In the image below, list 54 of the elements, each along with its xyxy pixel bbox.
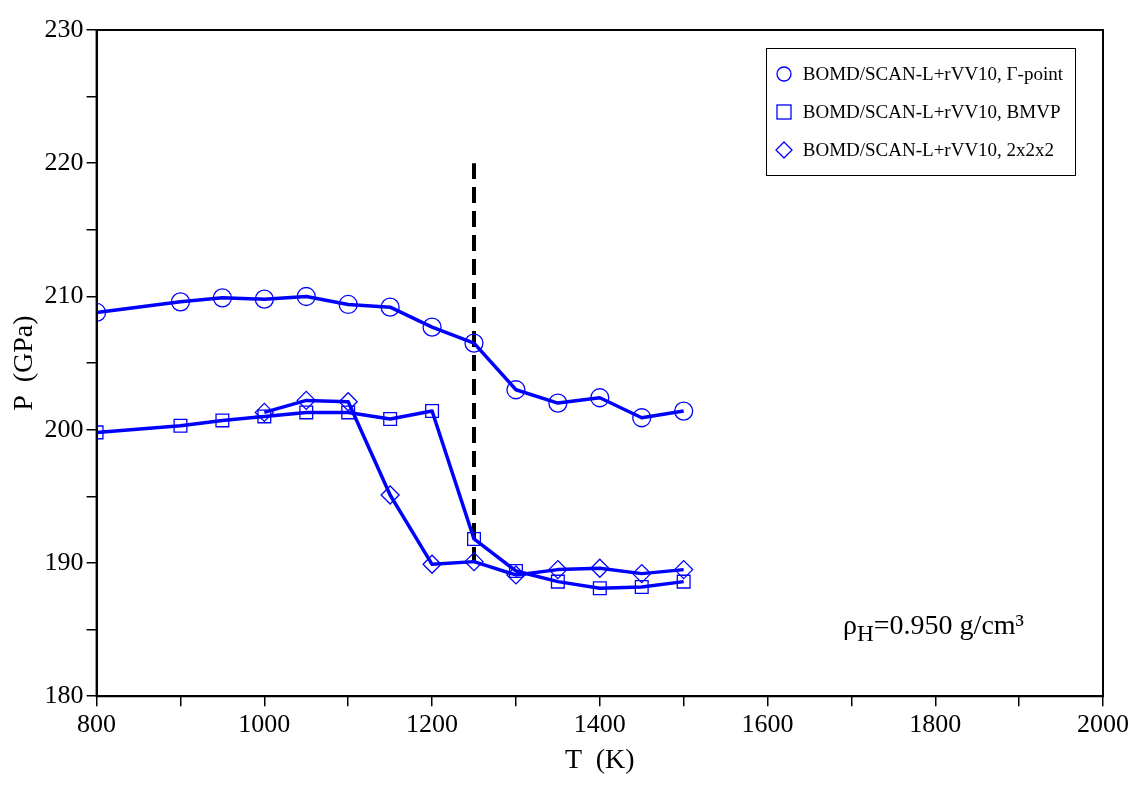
y-tick-label: 190 <box>44 546 84 576</box>
legend-label: BOMD/SCAN-L+rVV10, Γ-point <box>802 62 1063 86</box>
point <box>632 408 652 428</box>
point <box>590 388 610 408</box>
point <box>170 292 191 312</box>
point <box>466 531 482 546</box>
point <box>464 551 484 572</box>
point <box>422 317 442 337</box>
point <box>296 286 316 307</box>
x-tick-label: 1400 <box>573 708 626 738</box>
x-tick-label: 1000 <box>238 708 291 738</box>
point <box>464 333 484 353</box>
point <box>299 405 314 420</box>
point <box>254 289 274 309</box>
annotation: ρ$_{H}$=0.950 g/cm³ <box>842 609 1024 647</box>
point <box>674 401 694 421</box>
point <box>506 565 526 585</box>
point <box>338 294 358 315</box>
y-tick-label: 220 <box>44 147 84 177</box>
point <box>506 380 526 400</box>
point <box>338 392 358 412</box>
point <box>676 574 691 589</box>
x-tick-label: 1600 <box>741 708 794 738</box>
point <box>548 393 568 413</box>
point <box>674 559 694 580</box>
x-axis-title: T (K) <box>565 742 635 774</box>
legend-label: BOMD/SCAN-L+rVV10, 2x2x2 <box>802 138 1055 162</box>
point <box>634 579 649 594</box>
y-tick-label: 210 <box>44 280 84 310</box>
point <box>590 558 610 578</box>
y-axis-title: P (GPa) <box>7 315 39 411</box>
point <box>550 574 565 589</box>
x-tick-label: 1200 <box>406 708 459 738</box>
x-tick-label: 2000 <box>1077 708 1129 738</box>
point <box>212 288 233 308</box>
x-tick-label: 1800 <box>909 708 962 738</box>
point <box>296 390 316 411</box>
point <box>548 559 568 580</box>
x-tick-label: 800 <box>77 708 117 738</box>
point <box>254 402 274 423</box>
point <box>592 581 607 596</box>
point <box>383 412 398 427</box>
point <box>380 297 400 317</box>
legend-label: BOMD/SCAN-L+rVV10, BMVP <box>802 100 1061 124</box>
point <box>341 405 356 420</box>
y-tick-label: 200 <box>44 413 84 443</box>
y-tick-label: 180 <box>44 680 84 710</box>
point <box>425 404 440 419</box>
point <box>173 418 188 433</box>
point <box>632 563 652 584</box>
point <box>380 485 400 505</box>
point <box>215 413 230 428</box>
y-tick-label: 230 <box>44 13 84 43</box>
point <box>422 554 442 574</box>
